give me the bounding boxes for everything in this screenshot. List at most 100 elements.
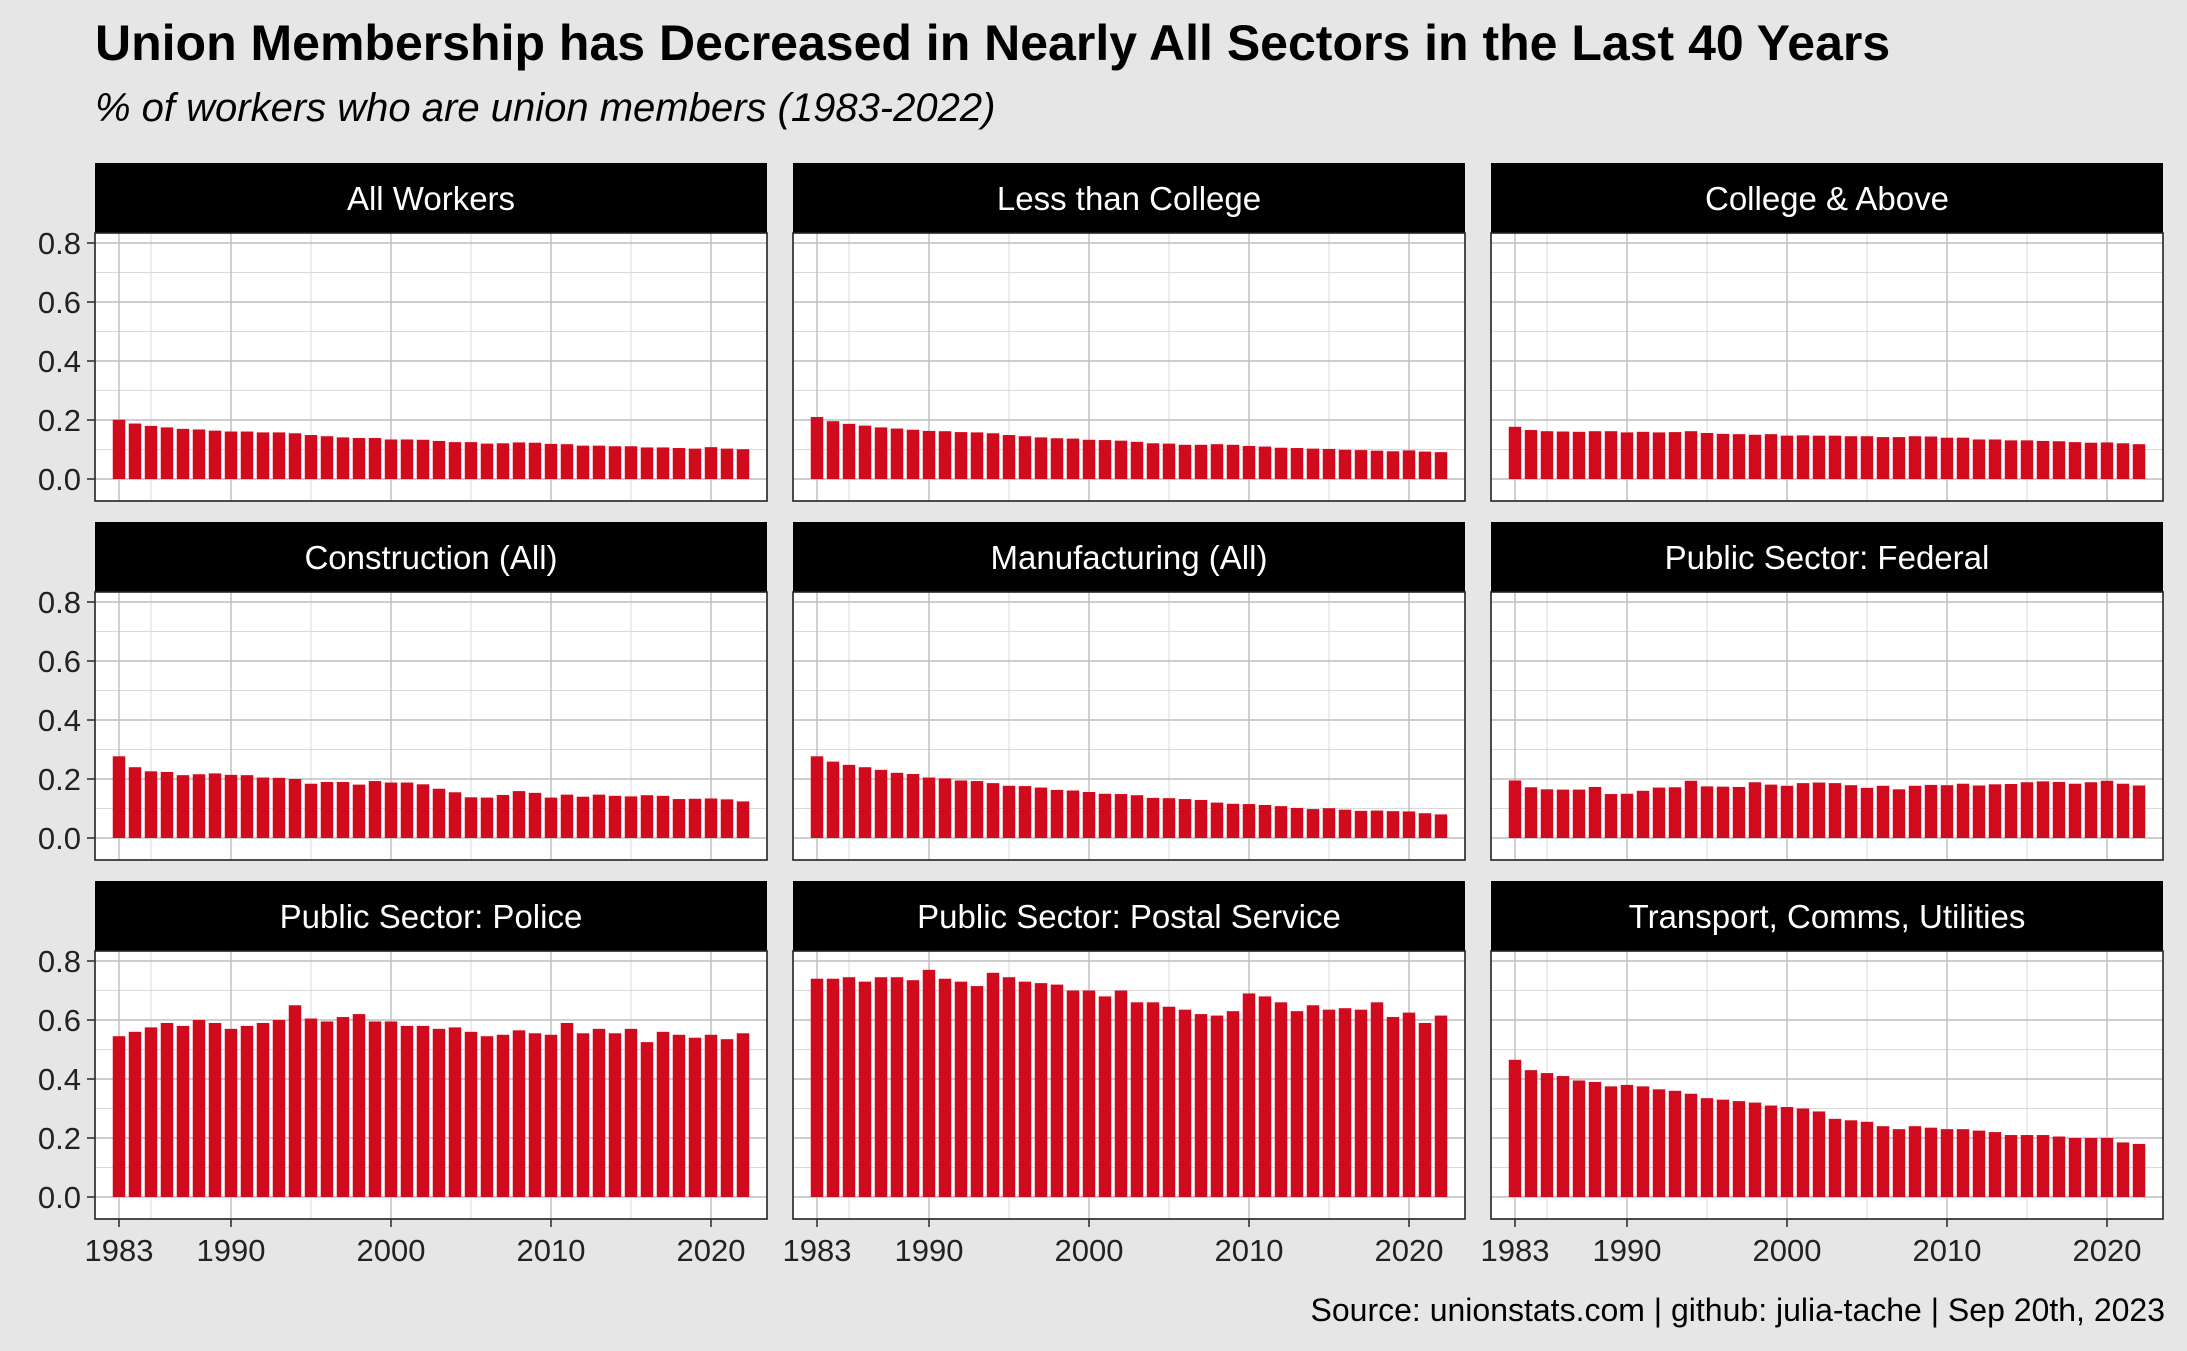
bar xyxy=(464,797,478,838)
facet-strip xyxy=(95,163,767,233)
facet-strip-label: Public Sector: Police xyxy=(280,898,583,935)
bar xyxy=(1908,785,1922,838)
bar xyxy=(1194,1014,1208,1197)
bar xyxy=(320,781,334,838)
bar xyxy=(224,774,238,838)
bar xyxy=(890,772,904,838)
bar xyxy=(842,423,856,479)
y-tick-label: 0.2 xyxy=(38,403,81,438)
bar xyxy=(1434,452,1448,479)
bar xyxy=(970,432,984,479)
bar xyxy=(1588,1081,1602,1197)
bar xyxy=(1386,1017,1400,1197)
bar xyxy=(1956,437,1970,479)
bar xyxy=(2068,442,2082,479)
bar xyxy=(528,442,542,479)
facet-strip-label: Construction (All) xyxy=(304,539,557,576)
bar xyxy=(688,448,702,479)
panel-border xyxy=(1490,950,2164,1220)
bar xyxy=(1620,1084,1634,1197)
bar xyxy=(938,778,952,838)
bar xyxy=(1924,1127,1938,1197)
bar xyxy=(1306,448,1320,479)
bar xyxy=(640,1042,654,1197)
bar xyxy=(1306,1005,1320,1197)
bar xyxy=(320,436,334,479)
bar xyxy=(2100,780,2114,838)
bar xyxy=(1050,438,1064,479)
bar xyxy=(384,439,398,479)
bar xyxy=(464,1031,478,1197)
bar xyxy=(672,1034,686,1197)
bar xyxy=(1098,793,1112,838)
bar xyxy=(208,430,222,479)
bar xyxy=(128,423,142,479)
bar xyxy=(176,1025,190,1197)
bar xyxy=(688,798,702,838)
x-tick-label: 2000 xyxy=(357,1233,426,1268)
bar xyxy=(986,433,1000,479)
bar xyxy=(2132,1143,2146,1197)
bar xyxy=(336,437,350,479)
bar xyxy=(192,1020,206,1197)
bar xyxy=(448,792,462,838)
bar xyxy=(496,794,510,838)
bar xyxy=(240,775,254,838)
bar xyxy=(842,977,856,1197)
facet-strip xyxy=(793,522,1465,592)
bar xyxy=(416,784,430,838)
bar xyxy=(1524,430,1538,479)
bar xyxy=(1226,803,1240,838)
bar xyxy=(1524,787,1538,838)
bar xyxy=(1604,794,1618,838)
bar xyxy=(528,792,542,838)
bar xyxy=(1130,1002,1144,1197)
bar xyxy=(176,775,190,838)
bar xyxy=(1620,793,1634,838)
bar xyxy=(1876,1126,1890,1197)
bar xyxy=(1258,804,1272,838)
bar xyxy=(720,1039,734,1197)
bar xyxy=(1354,450,1368,479)
bar xyxy=(128,1031,142,1197)
bar xyxy=(688,1037,702,1197)
facet-strip xyxy=(1491,881,2163,951)
x-tick-label: 1983 xyxy=(783,1233,852,1268)
bar xyxy=(1354,1009,1368,1197)
bar xyxy=(352,1014,366,1197)
bar xyxy=(1556,789,1570,838)
bar xyxy=(1828,435,1842,479)
bar xyxy=(1892,789,1906,838)
bar xyxy=(1082,791,1096,838)
bar xyxy=(1402,811,1416,838)
bar xyxy=(704,447,718,479)
bar xyxy=(970,986,984,1197)
bar xyxy=(1812,435,1826,479)
panel-border xyxy=(1490,232,2164,502)
bar xyxy=(368,781,382,838)
bar xyxy=(640,447,654,479)
bar xyxy=(1924,436,1938,479)
bar xyxy=(1508,426,1522,479)
bar xyxy=(1002,977,1016,1197)
bar xyxy=(2116,783,2130,838)
panel-background xyxy=(95,592,767,860)
y-tick-label: 0.0 xyxy=(38,821,81,856)
bar xyxy=(1402,1012,1416,1197)
bar xyxy=(2004,784,2018,838)
bar xyxy=(1764,784,1778,838)
bar xyxy=(1210,444,1224,479)
bar xyxy=(1572,789,1586,838)
bar xyxy=(1418,1022,1432,1197)
bar xyxy=(1226,444,1240,479)
bar xyxy=(1812,1111,1826,1197)
bar xyxy=(336,1017,350,1197)
bar xyxy=(1956,783,1970,838)
bar xyxy=(858,425,872,479)
bar xyxy=(1034,437,1048,479)
facet-strip-label: All Workers xyxy=(347,180,515,217)
bar xyxy=(1066,790,1080,838)
bar xyxy=(1508,780,1522,838)
bar xyxy=(1370,810,1384,838)
bar xyxy=(1940,437,1954,479)
